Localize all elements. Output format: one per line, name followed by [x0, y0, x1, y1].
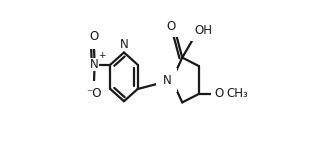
- Text: N: N: [162, 73, 171, 87]
- Text: OH: OH: [194, 24, 212, 37]
- Text: O: O: [166, 20, 175, 33]
- Text: CH₃: CH₃: [226, 87, 248, 100]
- Text: ⁻O: ⁻O: [86, 87, 102, 100]
- Text: +: +: [98, 51, 106, 60]
- Text: O: O: [89, 30, 98, 43]
- Text: O: O: [214, 87, 224, 100]
- Text: N: N: [90, 58, 99, 71]
- Text: N: N: [120, 38, 128, 51]
